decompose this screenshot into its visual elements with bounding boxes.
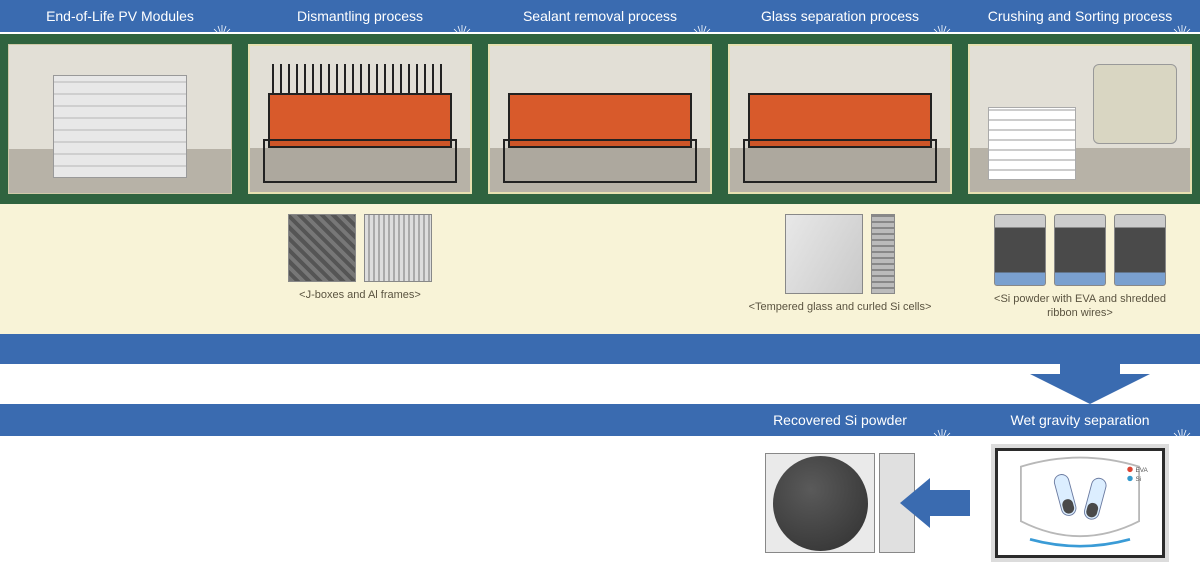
panel-recovered-si: [720, 438, 960, 568]
bottom-panels-row: EVA Si: [0, 438, 1200, 568]
photo-placeholder: [248, 44, 472, 194]
photo-placeholder: [728, 44, 952, 194]
thumb-curled-si-cells: [871, 214, 895, 294]
photo-eol-modules: [0, 40, 240, 198]
caption-jboxes-frames: <J-boxes and Al frames>: [299, 288, 421, 302]
photo-crushing-sorting: [960, 40, 1200, 198]
header-wet-gravity: Wet gravity separation: [960, 404, 1200, 436]
out-jboxes-frames: <J-boxes and Al frames>: [240, 204, 480, 334]
wet-gravity-schematic: EVA Si: [995, 448, 1165, 558]
header-crushing-sorting: Crushing and Sorting process: [960, 0, 1200, 32]
header-label: Wet gravity separation: [1010, 412, 1149, 428]
thumb-jboxes: [288, 214, 356, 282]
svg-text:EVA: EVA: [1135, 467, 1148, 474]
top-process-header: End-of-Life PV Modules Dismantling proce…: [0, 0, 1200, 32]
header-sealant-removal: Sealant removal process: [480, 0, 720, 32]
caption-si-powder-eva: <Si powder with EVA and shredded ribbon …: [980, 292, 1180, 321]
header-recovered-si: Recovered Si powder: [720, 404, 960, 436]
header-label: Crushing and Sorting process: [988, 8, 1172, 24]
bottom-empty-1: [240, 438, 480, 568]
process-outputs-band: <J-boxes and Al frames> <Tempered glass …: [0, 204, 1200, 334]
thumb-jar-3: [1114, 214, 1166, 286]
header-label: End-of-Life PV Modules: [46, 8, 194, 24]
thumb-group: [785, 214, 895, 294]
caption-glass-cells: <Tempered glass and curled Si cells>: [749, 300, 932, 314]
header-label: Recovered Si powder: [773, 412, 907, 428]
out-si-powder-eva: <Si powder with EVA and shredded ribbon …: [960, 204, 1200, 334]
photo-placeholder: [968, 44, 1192, 194]
out-glass-cells: <Tempered glass and curled Si cells>: [720, 204, 960, 334]
si-powder-circle: [773, 456, 868, 551]
header-label: Glass separation process: [761, 8, 919, 24]
thumb-jar-2: [1054, 214, 1106, 286]
bottom-process-header: Recovered Si powder Wet gravity separati…: [0, 404, 1200, 436]
thumb-group: [288, 214, 432, 282]
photo-placeholder: [8, 44, 232, 194]
panel-wet-gravity: EVA Si: [960, 438, 1200, 568]
photo-glass-separation: [720, 40, 960, 198]
photo-sealant-removal: [480, 40, 720, 198]
photo-placeholder: [488, 44, 712, 194]
thumb-group: [994, 214, 1166, 286]
svg-text:Si: Si: [1135, 476, 1141, 483]
si-powder-photo: [765, 453, 875, 553]
thumb-jar-1: [994, 214, 1046, 286]
flow-down-arrow: [1020, 334, 1160, 404]
bottom-empty-0: [0, 438, 240, 568]
bottom-empty-2: [480, 438, 720, 568]
out-empty-0: [0, 204, 240, 334]
header-glass-separation: Glass separation process: [720, 0, 960, 32]
header-label: Dismantling process: [297, 8, 423, 24]
thumb-al-frames: [364, 214, 432, 282]
out-empty-2: [480, 204, 720, 334]
header-eol-modules: End-of-Life PV Modules: [0, 0, 240, 32]
header-dismantling: Dismantling process: [240, 0, 480, 32]
photo-dismantling: [240, 40, 480, 198]
header-label: Sealant removal process: [523, 8, 677, 24]
thumb-tempered-glass: [785, 214, 863, 294]
process-photo-row: [0, 34, 1200, 204]
